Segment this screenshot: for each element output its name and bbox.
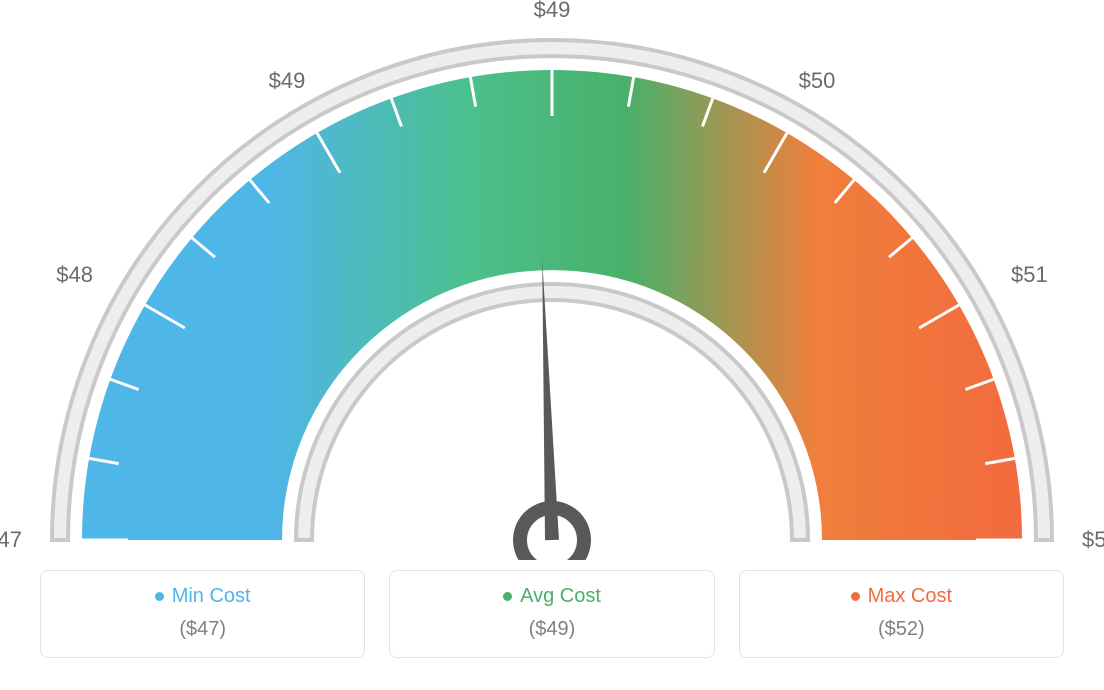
legend-row: Min Cost ($47) Avg Cost ($49) Max Cost (… — [0, 570, 1104, 658]
gauge-chart: $47 $48 $49 $49 $50 $51 $52 — [0, 0, 1104, 560]
gauge-tick-label: $51 — [1011, 262, 1048, 287]
gauge-tick-label: $50 — [799, 68, 836, 93]
legend-value-avg: ($49) — [408, 618, 695, 641]
legend-label-max: Max Cost — [851, 585, 952, 608]
legend-value-min: ($47) — [59, 618, 346, 641]
gauge-needle — [542, 260, 559, 540]
legend-card-max: Max Cost ($52) — [739, 570, 1064, 658]
legend-label-avg: Avg Cost — [503, 585, 601, 608]
gauge-tick-label: $52 — [1082, 527, 1104, 552]
legend-label-text: Max Cost — [868, 585, 952, 608]
dot-icon — [503, 592, 512, 601]
legend-value-max: ($52) — [758, 618, 1045, 641]
gauge-tick-label: $48 — [56, 262, 93, 287]
gauge-tick-label: $49 — [269, 68, 306, 93]
dot-icon — [851, 592, 860, 601]
legend-label-text: Min Cost — [172, 585, 251, 608]
gauge-svg: $47 $48 $49 $49 $50 $51 $52 — [0, 0, 1104, 560]
dot-icon — [155, 592, 164, 601]
legend-label-text: Avg Cost — [520, 585, 601, 608]
legend-card-min: Min Cost ($47) — [40, 570, 365, 658]
gauge-tick-label: $47 — [0, 527, 22, 552]
legend-label-min: Min Cost — [155, 585, 251, 608]
legend-card-avg: Avg Cost ($49) — [389, 570, 714, 658]
gauge-tick-label: $49 — [534, 0, 571, 22]
